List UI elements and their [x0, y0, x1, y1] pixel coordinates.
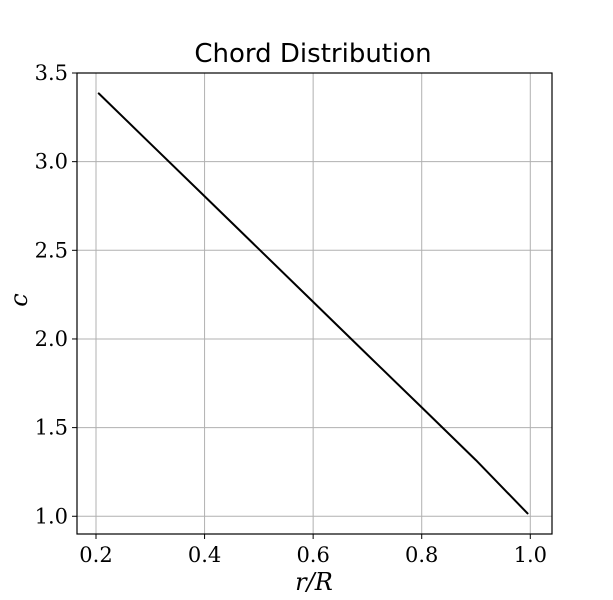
x-tick-label: 1.0 — [514, 543, 547, 567]
tick-marks — [72, 72, 531, 539]
x-axis-label: r/R — [295, 568, 333, 596]
x-tick-labels: 0.2 0.4 0.6 0.8 1.0 — [79, 543, 547, 567]
series-layer — [97, 92, 529, 515]
x-tick-label: 0.8 — [405, 543, 438, 567]
x-tick-label: 0.4 — [188, 543, 221, 567]
y-tick-label: 2.5 — [35, 238, 68, 262]
x-tick-label: 0.2 — [79, 543, 112, 567]
chart-title: Chord Distribution — [194, 39, 431, 69]
y-tick-label: 2.0 — [35, 327, 68, 351]
y-tick-label: 1.5 — [35, 416, 68, 440]
x-tick-label: 0.6 — [296, 543, 329, 567]
y-axis-label: c — [5, 293, 33, 306]
y-tick-label: 3.5 — [35, 61, 68, 85]
plot-frame — [76, 72, 553, 535]
chord-line — [97, 92, 529, 515]
y-tick-label: 1.0 — [35, 504, 68, 528]
y-tick-label: 3.0 — [35, 150, 68, 174]
y-tick-labels: 1.0 1.5 2.0 2.5 3.0 3.5 — [35, 61, 68, 528]
